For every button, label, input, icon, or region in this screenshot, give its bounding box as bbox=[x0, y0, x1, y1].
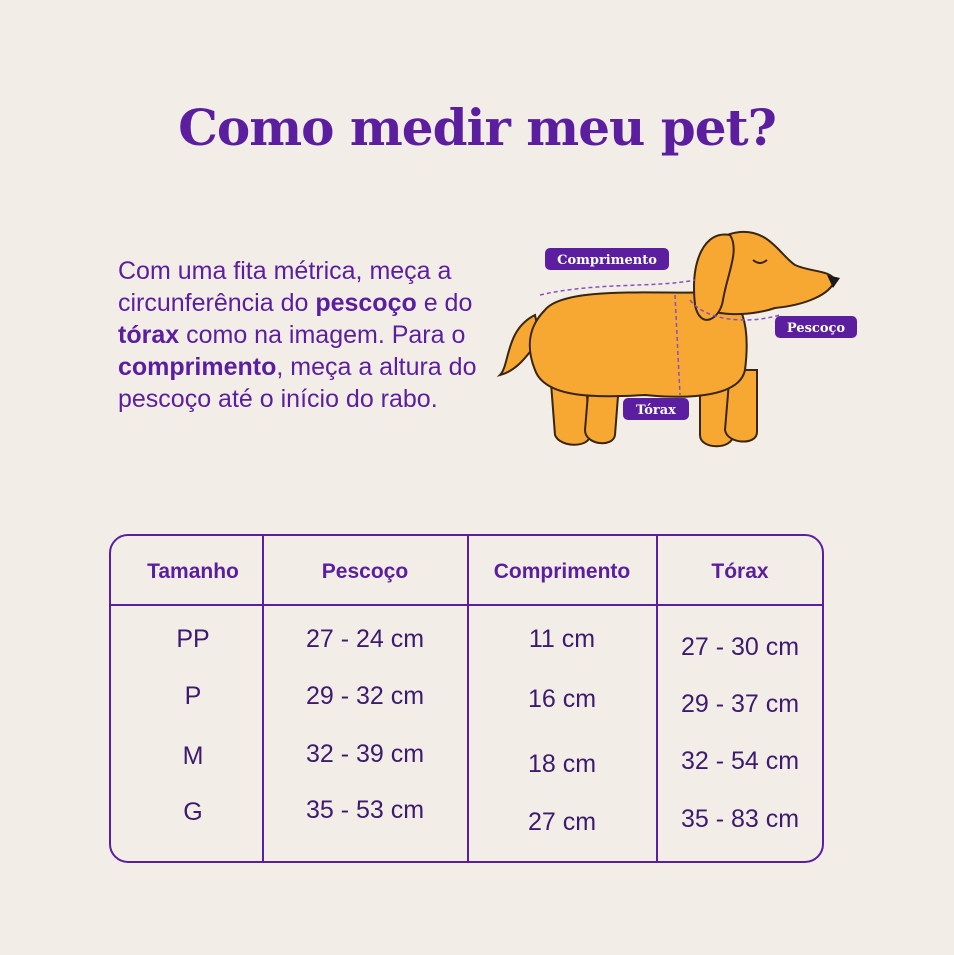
tape-lines bbox=[539, 279, 781, 396]
label-badge bbox=[545, 248, 669, 270]
column-header: Tamanho bbox=[147, 560, 239, 583]
table-cell: 32 - 39 cm bbox=[305, 740, 425, 768]
chest-tape bbox=[674, 294, 681, 396]
column-header: Tórax bbox=[711, 560, 769, 583]
label-badge bbox=[623, 398, 689, 420]
text: , meça a altura do pescoço até o início … bbox=[118, 353, 477, 413]
dog-shape bbox=[496, 230, 837, 448]
table-cell: 35 - 53 cm bbox=[305, 796, 425, 824]
label-chest: Tórax bbox=[636, 403, 676, 418]
table-cell: 16 cm bbox=[527, 685, 597, 713]
table-cell: G bbox=[183, 798, 203, 826]
column-header: Pescoço bbox=[321, 560, 409, 583]
dog-illustration: Comprimento Pescoço Tórax bbox=[496, 230, 857, 448]
table-cell: 27 - 24 cm bbox=[305, 625, 425, 653]
body bbox=[528, 290, 748, 398]
text: como na imagem. Para o bbox=[179, 321, 466, 349]
table-cell: 29 - 37 cm bbox=[680, 690, 800, 718]
instructions: Com uma fita métrica, meça a circunferên… bbox=[118, 255, 488, 415]
text: e do bbox=[416, 289, 473, 317]
table-cell: 27 cm bbox=[527, 808, 597, 836]
label-badge bbox=[775, 316, 857, 338]
label-neck: Pescoço bbox=[787, 321, 846, 336]
table-cell: M bbox=[182, 742, 204, 770]
table-cell: 11 cm bbox=[528, 625, 596, 653]
table-cell: 35 - 83 cm bbox=[680, 805, 800, 833]
front-leg bbox=[723, 369, 758, 443]
table-cell: 27 - 30 cm bbox=[680, 633, 800, 661]
table-cell: P bbox=[184, 682, 202, 710]
eye bbox=[752, 259, 768, 264]
ear bbox=[693, 233, 735, 321]
neck-tape bbox=[689, 299, 781, 321]
table-cell: 29 - 32 cm bbox=[305, 682, 425, 710]
text: Com uma fita métrica, meça a circunferên… bbox=[118, 257, 452, 317]
table-cell: PP bbox=[176, 625, 210, 653]
bold-text: comprimento bbox=[118, 353, 277, 381]
title: Como medir meu pet? bbox=[178, 98, 777, 157]
table-cell: 32 - 54 cm bbox=[680, 747, 800, 775]
label-length: Comprimento bbox=[557, 253, 657, 268]
column-header: Comprimento bbox=[493, 560, 631, 583]
table-cell: 18 cm bbox=[527, 750, 597, 778]
nose bbox=[827, 275, 840, 288]
bold-text: tórax bbox=[118, 321, 180, 349]
bold-text: pescoço bbox=[315, 289, 417, 317]
length-tape bbox=[539, 279, 696, 296]
